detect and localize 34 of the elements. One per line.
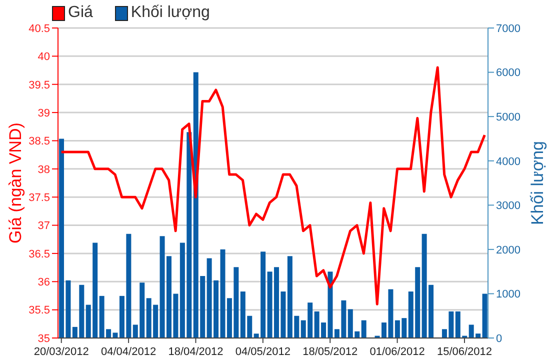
y2-tick-label: 0 <box>496 332 502 345</box>
y-tick-label: 40.5 <box>28 22 50 35</box>
y2-axis-title: Khối lượng <box>528 141 548 225</box>
y-tick-label: 35 <box>38 332 50 345</box>
x-tick-label: 15/06/2012 <box>436 346 492 358</box>
y2-tick-label: 1000 <box>496 288 520 301</box>
x-tick-label: 18/04/2012 <box>168 346 224 358</box>
y-tick-label: 35.5 <box>28 304 50 317</box>
y2-tick-label: 6000 <box>496 67 520 80</box>
y-tick-label: 39 <box>38 107 50 120</box>
y2-tick-label: 5000 <box>496 111 520 124</box>
y-tick-label: 37.5 <box>28 192 50 204</box>
y-tick-label: 38.5 <box>28 136 50 148</box>
y-tick-label: 40 <box>38 51 50 64</box>
y-tick-label: 38 <box>38 164 50 176</box>
bar <box>482 294 488 338</box>
legend-label: Khối lượng <box>130 4 210 22</box>
legend-label: Giá <box>67 4 93 22</box>
x-tick-label: 20/03/2012 <box>34 346 89 358</box>
y-tick-label: 37 <box>38 220 50 232</box>
y2-tick-label: 4000 <box>496 156 520 168</box>
x-tick-label: 04/05/2012 <box>235 346 290 358</box>
x-tick-label: 04/04/2012 <box>101 346 156 358</box>
bar <box>361 320 366 338</box>
y2-tick-label: 3000 <box>496 200 520 212</box>
line-series <box>60 66 486 306</box>
y2-tick-label: 2000 <box>496 244 520 256</box>
x-tick-label: 01/06/2012 <box>370 346 425 358</box>
y-axis-title: Giá (ngàn VND) <box>6 122 26 244</box>
x-tick-label: 18/05/2012 <box>302 346 358 358</box>
y-tick-label: 36 <box>38 276 50 289</box>
y-tick-label: 36.5 <box>28 248 50 260</box>
y-tick-label: 39.5 <box>28 79 50 92</box>
y2-tick-label: 7000 <box>496 22 520 35</box>
